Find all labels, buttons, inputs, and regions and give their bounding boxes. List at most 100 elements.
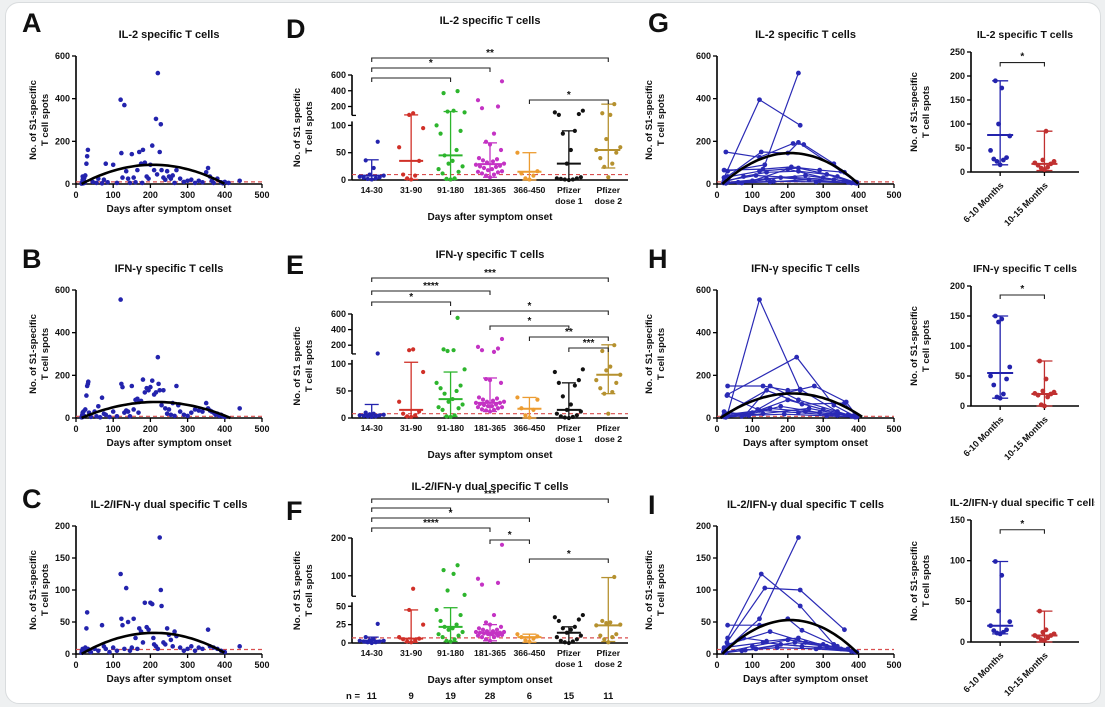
chart-panel-a: IL-2 specific T cells 0 200 400 600 0 100 200 30…: [24, 8, 274, 228]
y-tick-label: 100: [331, 359, 346, 369]
data-points: [515, 395, 540, 420]
sig-label: *: [409, 292, 413, 303]
x-tick-label: 400: [851, 660, 866, 670]
group-label: 181-365: [474, 648, 506, 658]
group-label: 31-90: [400, 423, 422, 433]
group-label: 10-15 Months: [1002, 414, 1050, 462]
n-prefix: n =: [346, 691, 360, 702]
x-tick-label: 400: [217, 660, 232, 670]
y-tick-label: 100: [331, 571, 346, 581]
group-label: 91-180: [437, 185, 464, 195]
group-label: Pfizer: [557, 648, 581, 658]
figure-card: [5, 2, 1101, 704]
y-tick-label: 200: [696, 521, 711, 531]
group-label: 366-450: [513, 423, 545, 433]
group-label: dose 1: [555, 196, 583, 206]
panel-letter-e: E: [286, 250, 305, 280]
n-value: 11: [367, 691, 378, 702]
y-axis-label: No. of S1-specific: [28, 550, 39, 630]
n-value: 19: [445, 691, 456, 702]
y-tick-label: 400: [696, 328, 711, 338]
chart-title: IL-2/IFN-γ dual specific T cells: [90, 499, 247, 511]
x-axis-label: Days after symptom onset: [743, 204, 869, 215]
axes: [72, 55, 263, 188]
y-axis-label: No. of S1-specific: [28, 314, 39, 394]
y-tick-label: 50: [701, 617, 711, 627]
axes: [967, 285, 1079, 410]
panel-letter-a: A: [22, 8, 42, 38]
x-tick-label: 500: [886, 190, 901, 200]
sig-label: *: [567, 549, 571, 560]
error-bar: [483, 142, 497, 178]
x-axis-label: Days after symptom onset: [743, 674, 869, 685]
panel-letter-b: B: [22, 244, 42, 274]
data-points: [552, 367, 585, 421]
y-axis-label: T cell spots: [921, 86, 932, 138]
x-tick-label: 100: [745, 660, 760, 670]
y-tick-label: 0: [65, 179, 70, 189]
y-axis-label: T cell spots: [40, 328, 51, 380]
chart-title: IFN-γ specific T cells: [973, 263, 1077, 275]
panel-letter-c: C: [22, 484, 42, 514]
y-tick-label: 50: [336, 386, 346, 396]
y-tick-label: 100: [950, 119, 965, 129]
sig-bar: [371, 507, 452, 512]
y-tick-label: 150: [55, 553, 70, 563]
error-bar: [404, 361, 419, 418]
group-label: 366-450: [513, 185, 545, 195]
y-axis-label: T cell spots: [40, 94, 51, 146]
sig-label: *: [567, 90, 571, 101]
y-tick-label: 600: [696, 285, 711, 295]
x-tick-label: 400: [851, 190, 866, 200]
sig-label: *: [429, 58, 433, 69]
x-axis-label: Days after symptom onset: [106, 204, 232, 215]
chart-title: IFN-γ specific T cells: [115, 263, 224, 275]
y-tick-label: 0: [341, 638, 346, 648]
y-axis-label: T cell spots: [921, 555, 932, 607]
chart-title: IL-2 specific T cells: [755, 29, 856, 41]
y-tick-label: 200: [331, 533, 346, 543]
x-axis-label: Days after symptom onset: [106, 438, 232, 449]
x-tick-label: 200: [780, 660, 795, 670]
x-tick-label: 300: [180, 190, 195, 200]
chart-title: IL-2/IFN-γ dual specific T cells: [950, 497, 1095, 509]
chart-panel-e: IFN-γ specific T cells 0 50 100 200 400 600 No.…: [288, 242, 636, 468]
x-tick-label: 200: [780, 424, 795, 434]
x-tick-label: 0: [73, 190, 78, 200]
y-tick-label: 25: [336, 620, 346, 630]
sig-bar: *: [489, 316, 570, 330]
x-tick-label: 300: [180, 424, 195, 434]
sig-bar: *: [450, 301, 609, 315]
error-bar: [561, 382, 576, 419]
y-tick-label: 100: [55, 585, 70, 595]
data-points: [594, 343, 623, 416]
sig-bar: *: [371, 508, 530, 522]
axes: [713, 55, 895, 188]
y-tick-label: 400: [331, 86, 346, 96]
y-tick-label: 600: [696, 51, 711, 61]
group-label: 10-15 Months: [1002, 650, 1050, 698]
group-label: 181-365: [474, 185, 506, 195]
y-axis-label: T cell spots: [656, 328, 667, 380]
sig-bar: **: [528, 327, 609, 341]
x-tick-label: 400: [217, 424, 232, 434]
axes: [348, 537, 628, 644]
y-axis-label: T cell spots: [304, 101, 315, 153]
panel-letter-d: D: [286, 14, 306, 44]
y-tick-label: 200: [950, 281, 965, 291]
y-tick-label: 200: [696, 136, 711, 146]
error-bar: [561, 130, 576, 181]
y-tick-label: 400: [55, 328, 70, 338]
y-tick-label: 250: [950, 47, 965, 57]
x-tick-label: 300: [816, 424, 831, 434]
y-tick-label: 100: [950, 341, 965, 351]
fit-curve: [80, 163, 226, 186]
data-points: [397, 347, 426, 420]
axes: [348, 313, 628, 419]
data-points: [79, 70, 242, 186]
y-tick-label: 0: [960, 401, 965, 411]
x-tick-label: 200: [143, 424, 158, 434]
y-tick-label: 200: [331, 102, 346, 112]
n-value: 11: [603, 691, 614, 702]
